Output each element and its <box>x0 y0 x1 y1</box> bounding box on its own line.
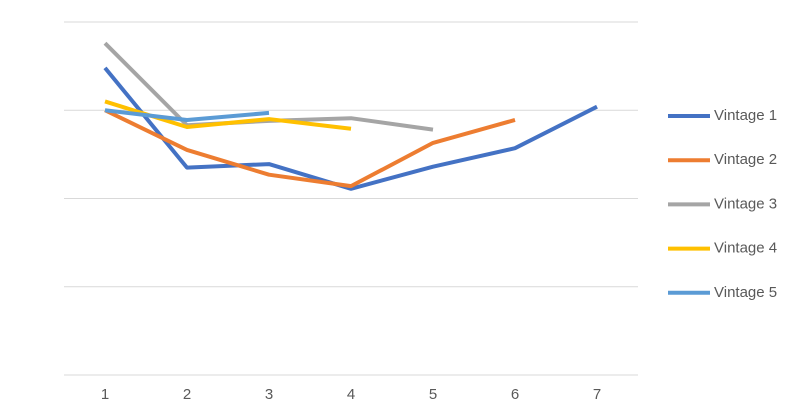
x-tick-label: 6 <box>511 386 519 403</box>
x-tick-label: 3 <box>265 386 273 403</box>
x-tick-label: 4 <box>347 386 355 403</box>
series-line <box>104 108 270 122</box>
series-line <box>103 66 598 191</box>
legend-label: Vintage 3 <box>714 195 777 212</box>
legend-label: Vintage 5 <box>714 284 777 301</box>
legend-label: Vintage 4 <box>714 240 777 257</box>
series-line <box>104 108 516 189</box>
x-tick-label: 2 <box>183 386 191 403</box>
legend-label: Vintage 1 <box>714 107 777 124</box>
legend-label: Vintage 2 <box>714 151 777 168</box>
x-tick-label: 5 <box>429 386 437 403</box>
x-tick-label: 1 <box>101 386 109 403</box>
x-tick-label: 7 <box>593 386 601 403</box>
